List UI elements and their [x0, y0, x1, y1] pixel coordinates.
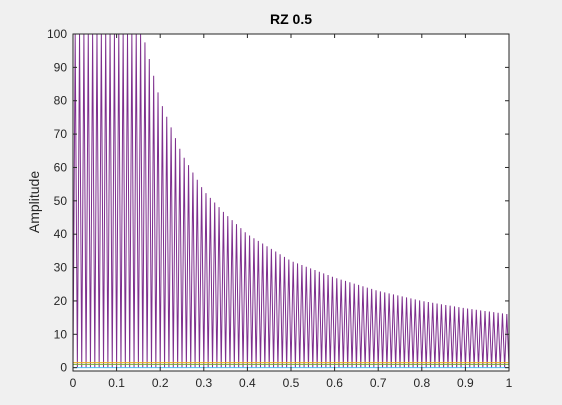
- y-tick-label: 100: [47, 27, 67, 41]
- y-tick-label: 30: [54, 261, 68, 275]
- y-tick-label: 70: [54, 127, 68, 141]
- x-tick-label: 0.3: [195, 376, 212, 390]
- y-tick-label: 0: [60, 361, 67, 375]
- x-tick-label: 0.7: [370, 376, 387, 390]
- x-tick-label: 0.4: [239, 376, 256, 390]
- x-tick-label: 0.9: [457, 376, 474, 390]
- x-tick-label: 0.2: [152, 376, 169, 390]
- y-tick-label: 40: [54, 227, 68, 241]
- y-tick-label: 80: [54, 94, 68, 108]
- x-tick-label: 0: [70, 376, 77, 390]
- x-tick-label: 1: [506, 376, 513, 390]
- y-tick-label: 90: [54, 60, 68, 74]
- x-tick-label: 0.5: [283, 376, 300, 390]
- x-tick-label: 0.1: [108, 376, 125, 390]
- y-axis: 0 10 20 30 40 50 60 70 80 90 100: [47, 27, 509, 375]
- y-tick-label: 50: [54, 194, 68, 208]
- x-tick-label: 0.8: [413, 376, 430, 390]
- y-tick-label: 60: [54, 160, 68, 174]
- y-tick-label: 10: [54, 327, 68, 341]
- x-tick-label: 0.6: [326, 376, 343, 390]
- y-axis-label: Amplitude: [26, 171, 42, 233]
- chart-title: RZ 0.5: [270, 11, 312, 27]
- y-tick-label: 20: [54, 294, 68, 308]
- x-axis: 0 0.1 0.2 0.3 0.4 0.5 0.6 0.7 0.8 0.9 1: [70, 34, 513, 390]
